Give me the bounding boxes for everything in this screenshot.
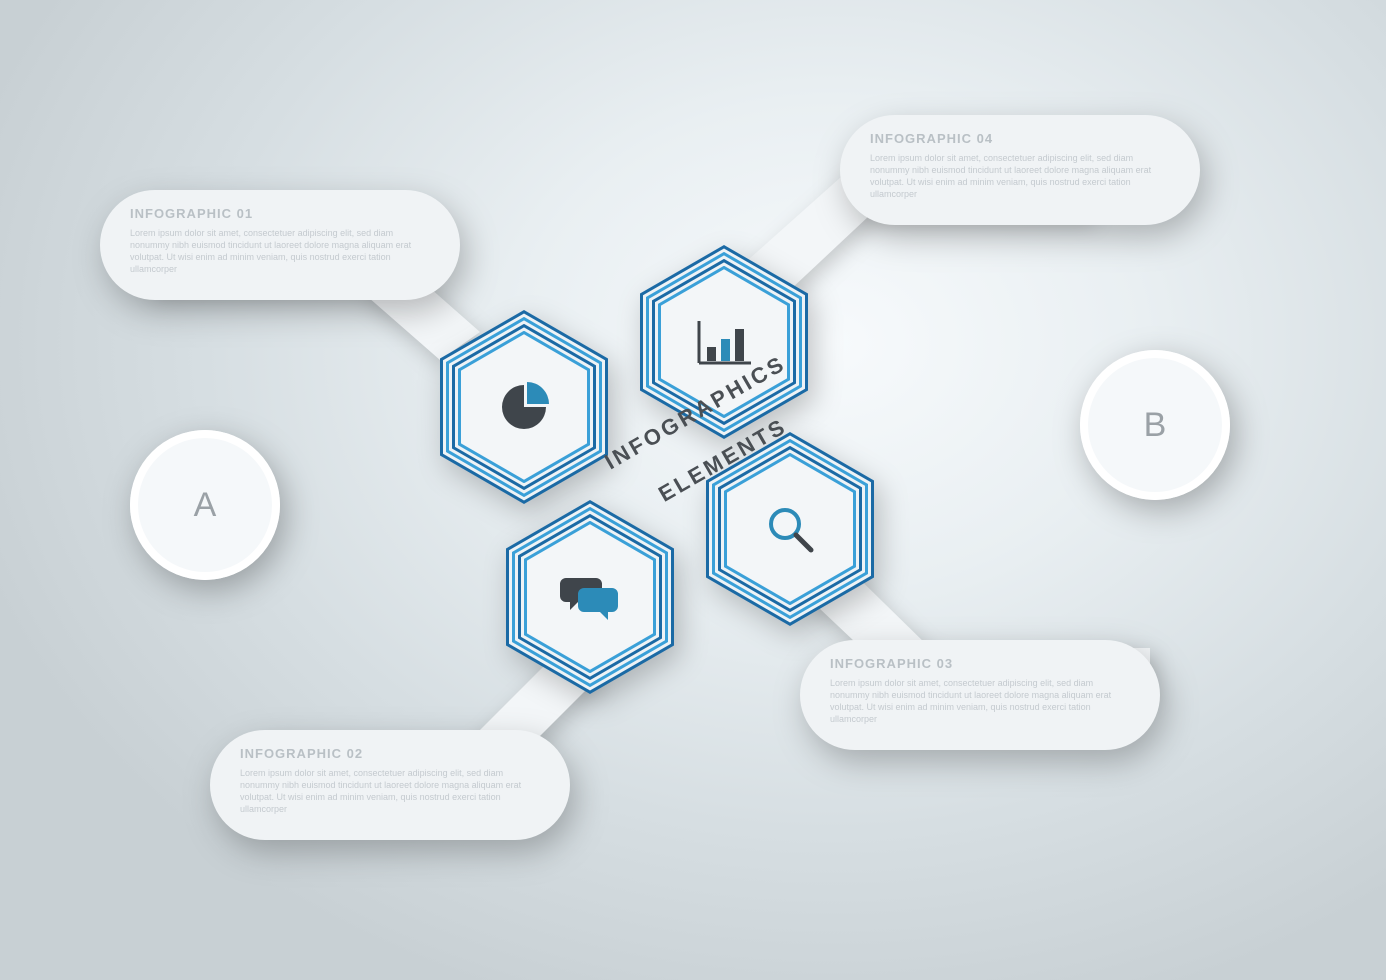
callout-03-body: Lorem ipsum dolor sit amet, consectetuer… — [830, 677, 1130, 726]
side-circle-a-label: A — [194, 486, 217, 525]
side-circle-b-label: B — [1144, 406, 1167, 445]
callout-01-title: INFOGRAPHIC 01 — [130, 206, 430, 221]
pie-chart-icon — [497, 380, 551, 434]
callout-04: INFOGRAPHIC 04 Lorem ipsum dolor sit ame… — [840, 115, 1200, 225]
callout-02-title: INFOGRAPHIC 02 — [240, 746, 540, 761]
callout-02-body: Lorem ipsum dolor sit amet, consectetuer… — [240, 767, 540, 816]
callout-01: INFOGRAPHIC 01 Lorem ipsum dolor sit ame… — [100, 190, 460, 300]
side-circle-a: A — [130, 430, 280, 580]
magnifier-icon — [763, 502, 817, 556]
callout-03: INFOGRAPHIC 03 Lorem ipsum dolor sit ame… — [800, 640, 1160, 750]
side-circle-b: B — [1080, 350, 1230, 500]
callout-02: INFOGRAPHIC 02 Lorem ipsum dolor sit ame… — [210, 730, 570, 840]
callout-04-title: INFOGRAPHIC 04 — [870, 131, 1170, 146]
callout-04-body: Lorem ipsum dolor sit amet, consectetuer… — [870, 152, 1170, 201]
callout-03-title: INFOGRAPHIC 03 — [830, 656, 1130, 671]
chat-bubble-icon — [560, 572, 620, 622]
infographic-stage: INFOGRAPHICS ELEMENTS INFOGRAPHIC 01 Lor… — [0, 0, 1386, 980]
callout-01-body: Lorem ipsum dolor sit amet, consectetuer… — [130, 227, 430, 276]
